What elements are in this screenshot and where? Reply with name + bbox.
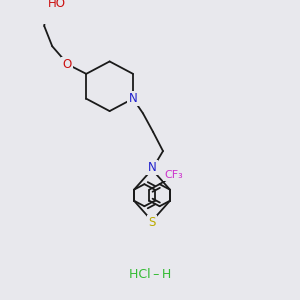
Text: O: O [63,58,72,71]
Text: N: N [148,161,156,174]
Text: HO: HO [48,0,66,10]
Text: N: N [129,92,137,105]
Text: HCl – H: HCl – H [129,268,171,281]
Text: S: S [148,216,156,229]
Text: CF₃: CF₃ [164,170,183,180]
